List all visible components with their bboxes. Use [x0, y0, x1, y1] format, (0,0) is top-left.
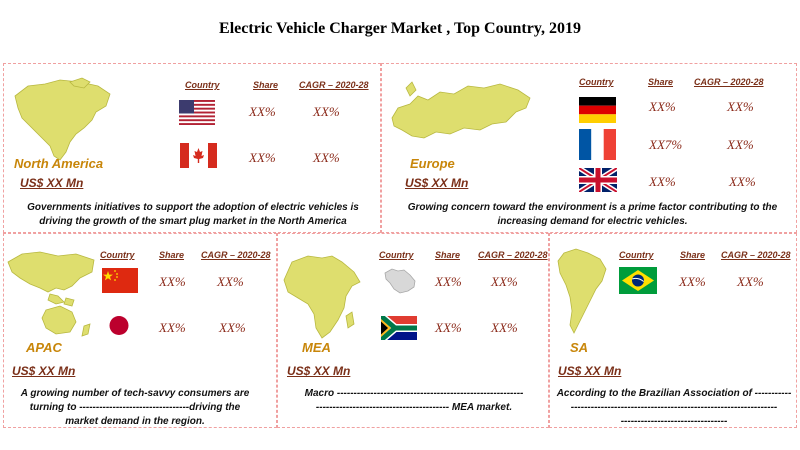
apac-row1-share: XX% — [159, 274, 186, 289]
mea-row2-cagr: XX% — [491, 320, 518, 335]
france-flag-icon — [579, 129, 616, 160]
japan-flag-icon — [104, 313, 134, 338]
na-row2-cagr: XX% — [313, 150, 340, 165]
europe-panel — [381, 63, 797, 233]
sa-panel — [549, 233, 797, 428]
apac-share-header: Share — [159, 250, 185, 260]
sa-description-line-2: ----------------------------------------… — [570, 402, 778, 413]
europe-description: Growing concern toward the environment i… — [407, 202, 778, 227]
sa-country-header: Country — [619, 250, 654, 260]
apac-row1-cagr: XX% — [217, 274, 244, 289]
sa-description-line-1: According to the Brazilian Association o… — [556, 388, 792, 399]
apac-country-header: Country — [100, 250, 135, 260]
mea-panel — [277, 233, 549, 428]
apac-label: APAC — [26, 340, 62, 355]
europe-label: Europe — [410, 156, 455, 171]
eu-share-header: Share — [648, 77, 674, 87]
page-title: Electric Vehicle Charger Market , Top Co… — [219, 20, 581, 37]
na-country-header: Country — [185, 80, 220, 90]
na-row1-cagr: XX% — [313, 104, 340, 119]
apac-panel — [3, 233, 277, 428]
eu-row1-cagr: XX% — [727, 99, 754, 114]
usa-flag-icon — [179, 100, 215, 125]
mea-share-header: Share — [435, 250, 461, 260]
china-flag-icon — [102, 268, 138, 293]
mea-label: MEA — [302, 340, 331, 355]
north-america-label: North America — [14, 156, 104, 171]
eu-row3-share: XX% — [649, 174, 676, 189]
sa-description-line-3: -------------------------------- — [620, 416, 728, 427]
europe-usd: US$ XX Mn — [405, 176, 469, 190]
germany-flag-icon — [579, 97, 616, 123]
brazil-flag-icon — [619, 267, 657, 294]
mea-description: Macro ----------------------------------… — [283, 387, 545, 415]
sa-usd: US$ XX Mn — [558, 364, 622, 378]
uk-flag-icon — [579, 168, 617, 192]
apac-map-icon — [7, 251, 95, 337]
apac-usd: US$ XX Mn — [12, 364, 76, 378]
europe-map-icon — [391, 81, 531, 139]
mea-row1-share: XX% — [435, 274, 462, 289]
eu-row3-cagr: XX% — [729, 174, 756, 189]
eu-row1-share: XX% — [649, 99, 676, 114]
mea-description-line-1: Macro ----------------------------------… — [304, 388, 524, 399]
na-cagr-header: CAGR – 2020-28 — [299, 80, 369, 90]
eu-row2-cagr: XX% — [727, 137, 754, 152]
mea-description-line-2: ----------------------------------------… — [315, 402, 513, 413]
mea-row2-share: XX% — [435, 320, 462, 335]
na-row1-share: XX% — [249, 104, 276, 119]
apac-description: A growing number of tech-savvy consumers… — [6, 387, 264, 429]
apac-description-line-3: market demand in the region. — [65, 416, 205, 427]
canada-flag-icon — [180, 143, 217, 168]
eu-country-header: Country — [579, 77, 614, 87]
north-america-map-icon — [14, 77, 111, 161]
saudi-arabia-map-icon — [384, 268, 416, 294]
sa-row1-share: XX% — [679, 274, 706, 289]
sa-share-header: Share — [680, 250, 706, 260]
mea-usd: US$ XX Mn — [287, 364, 351, 378]
south-africa-flag-icon — [381, 316, 417, 340]
mea-country-header: Country — [379, 250, 414, 260]
mea-row1-cagr: XX% — [491, 274, 518, 289]
sa-cagr-header: CAGR – 2020-28 — [721, 250, 791, 260]
sa-map-icon — [557, 248, 607, 334]
north-america-description: Governments initiatives to support the a… — [27, 202, 359, 227]
apac-cagr-header: CAGR – 2020-28 — [201, 250, 271, 260]
apac-row2-cagr: XX% — [219, 320, 246, 335]
sa-row1-cagr: XX% — [737, 274, 764, 289]
apac-description-line-2: turning to -----------------------------… — [29, 402, 241, 413]
sa-label: SA — [570, 340, 589, 355]
north-america-usd: US$ XX Mn — [20, 176, 84, 190]
mea-map-icon — [283, 255, 361, 339]
apac-row2-share: XX% — [159, 320, 186, 335]
eu-row2-share: XX7% — [649, 137, 683, 152]
mea-cagr-header: CAGR – 2020-28 — [478, 250, 548, 260]
na-row2-share: XX% — [249, 150, 276, 165]
north-america-panel — [3, 63, 381, 233]
na-share-header: Share — [253, 80, 279, 90]
sa-description: According to the Brazilian Association o… — [554, 387, 794, 429]
apac-description-line-1: A growing number of tech-savvy consumers… — [20, 388, 250, 399]
eu-cagr-header: CAGR – 2020-28 — [694, 77, 764, 87]
